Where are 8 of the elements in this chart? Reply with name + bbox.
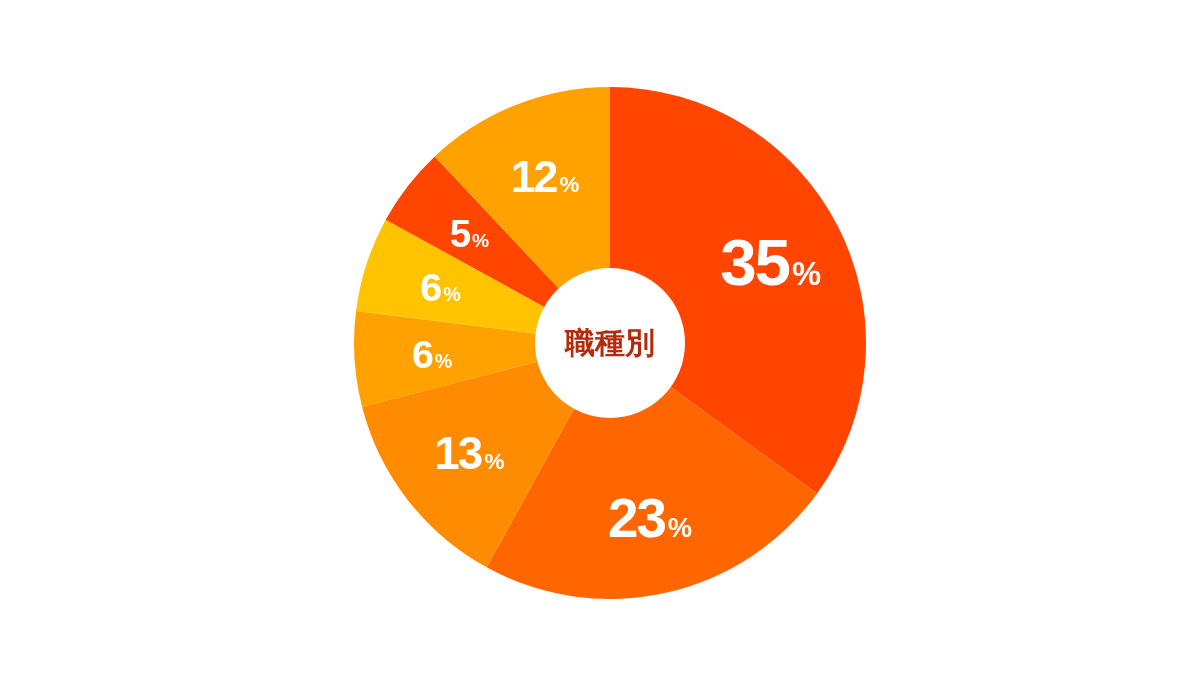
text: 職種別 [564,325,655,360]
data-label: 6% [420,265,461,310]
data-label: 5% [449,211,490,255]
data-label: 6% [411,332,452,377]
data-label: 35% [720,225,822,299]
data-label: 13% [434,427,505,479]
data-label: 23% [608,487,692,550]
data-label: 12% [510,151,580,202]
